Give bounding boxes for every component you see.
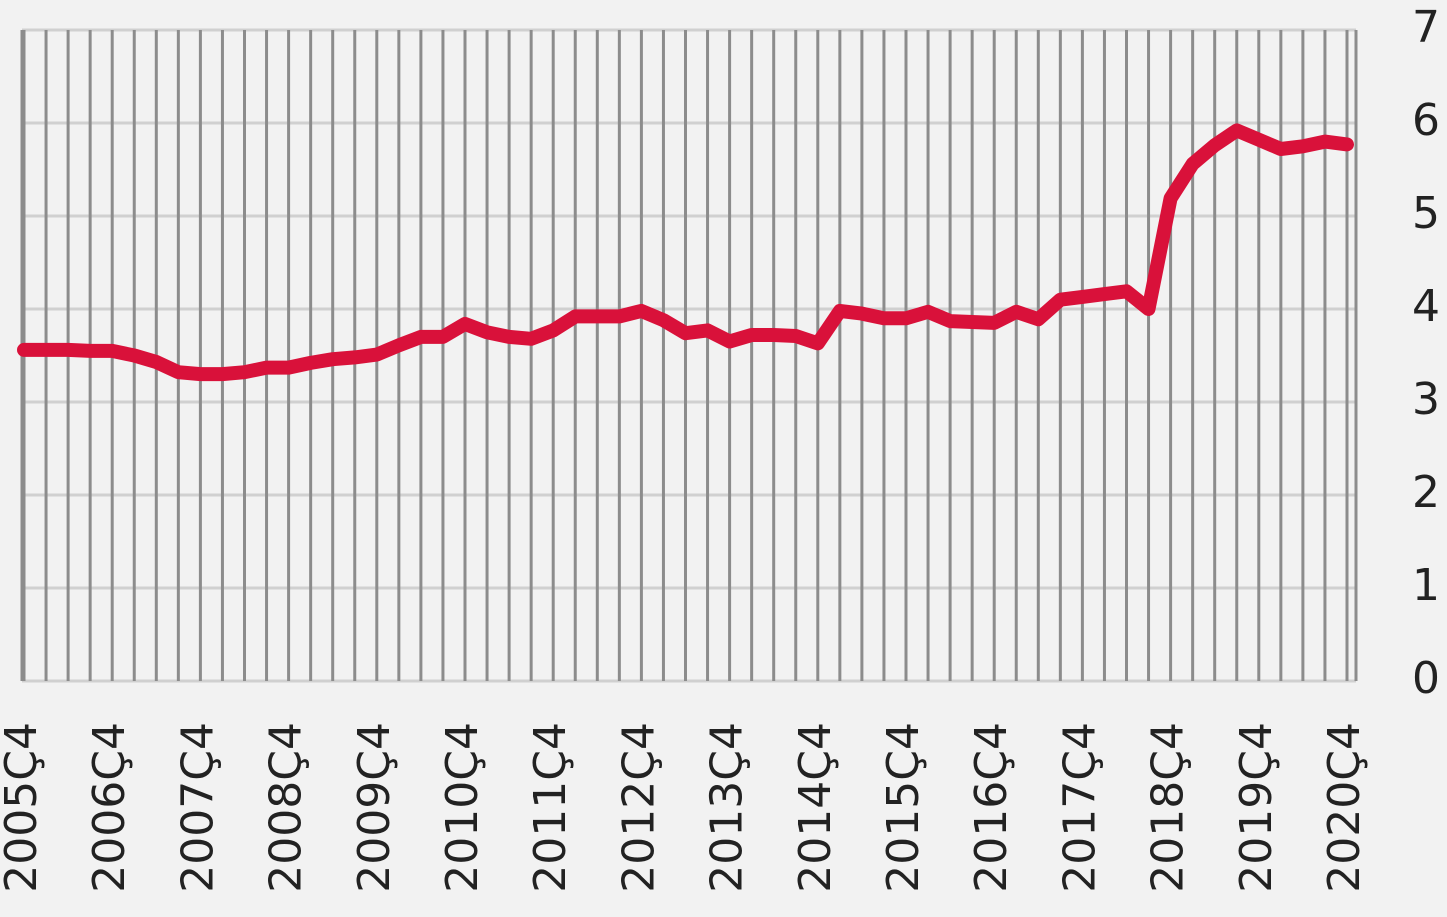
y-tick-label: 5 (1412, 188, 1440, 239)
x-tick-label: 2010Ç4 (437, 722, 488, 893)
y-tick-label: 1 (1412, 560, 1440, 611)
y-tick-label: 6 (1412, 95, 1440, 146)
y-tick-label: 7 (1412, 2, 1440, 53)
x-tick-label: 2011Ç4 (525, 722, 576, 893)
x-tick-label: 2019Ç4 (1231, 722, 1282, 893)
x-tick-label: 2020Ç4 (1319, 722, 1370, 893)
x-tick-label: 2005Ç4 (0, 722, 47, 893)
y-tick-label: 2 (1412, 467, 1440, 518)
y-tick-label: 0 (1412, 653, 1440, 704)
x-tick-label: 2008Ç4 (261, 722, 312, 893)
x-tick-label: 2016Ç4 (966, 722, 1017, 893)
x-tick-label: 2017Ç4 (1054, 722, 1105, 893)
x-tick-label: 2015Ç4 (878, 722, 929, 893)
x-tick-label: 2012Ç4 (613, 722, 664, 893)
x-tick-label: 2007Ç4 (172, 722, 223, 893)
y-tick-label: 4 (1412, 281, 1440, 332)
x-tick-label: 2014Ç4 (790, 722, 841, 893)
data-line (17, 123, 1354, 382)
x-tick-label: 2013Ç4 (702, 722, 753, 893)
y-tick-label: 3 (1412, 374, 1440, 425)
x-tick-label: 2009Ç4 (349, 722, 400, 893)
x-tick-label: 2006Ç4 (84, 722, 135, 893)
x-tick-label: 2018Ç4 (1143, 722, 1194, 893)
